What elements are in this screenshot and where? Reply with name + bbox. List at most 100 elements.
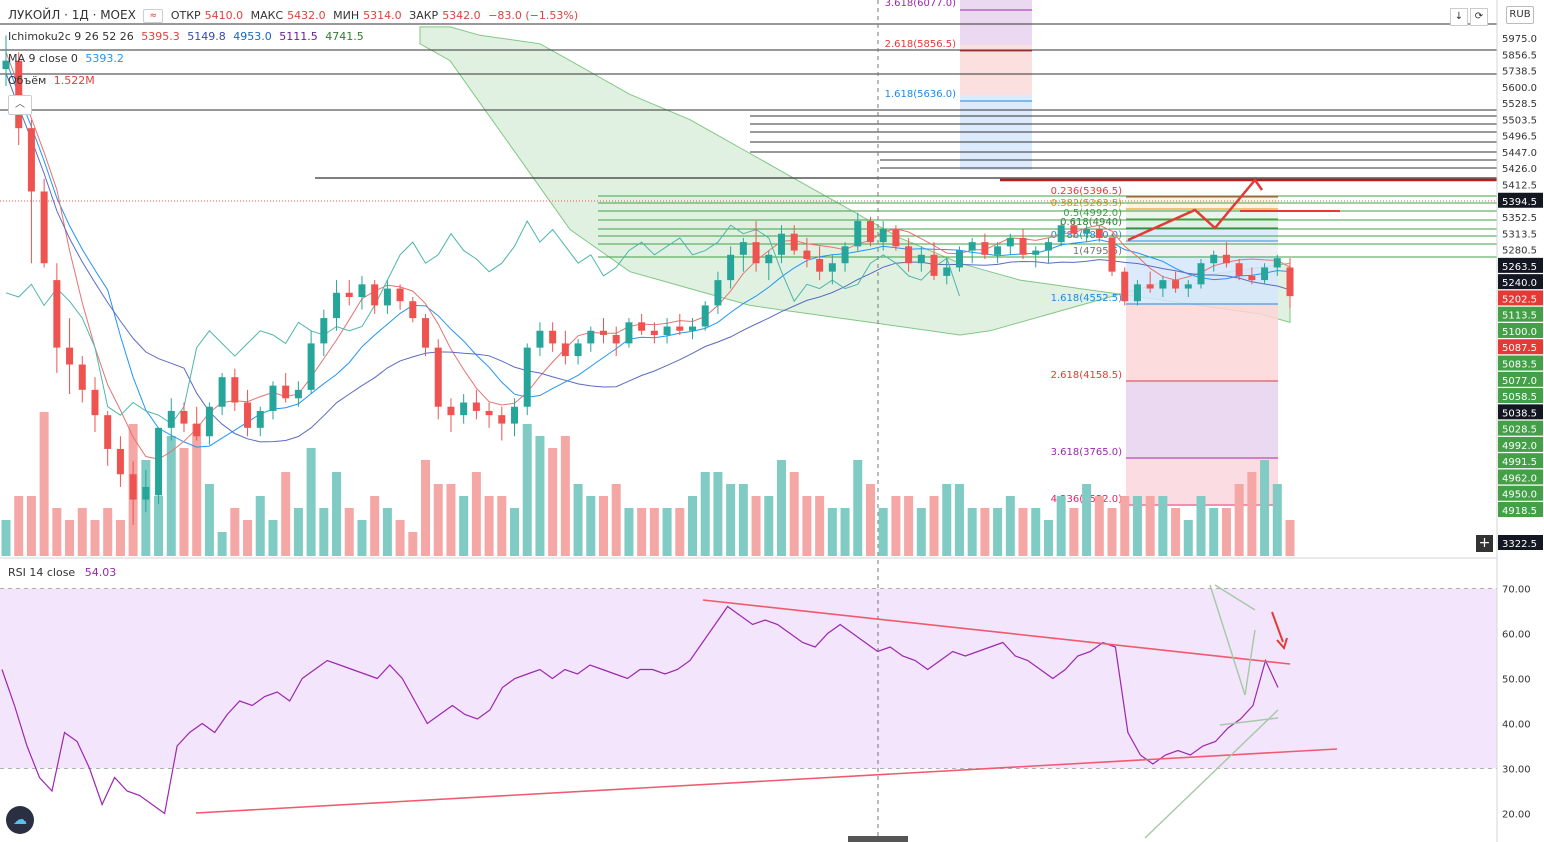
- candle-body: [333, 292, 341, 319]
- volume-legend[interactable]: Объём 1.522M: [8, 74, 99, 87]
- zigzag-pattern: [1127, 177, 1264, 242]
- tradingview-logo-icon[interactable]: ☁: [6, 806, 34, 834]
- price-label-highlight: [1498, 339, 1543, 355]
- volume-bar: [713, 472, 723, 556]
- volume-bar: [293, 508, 303, 556]
- volume-bar: [332, 472, 342, 556]
- volume-bar: [1069, 508, 1079, 556]
- volume-bar: [1018, 508, 1028, 556]
- price-axis-label: 5263.5: [1502, 262, 1537, 273]
- rsi-axis-label: 20.00: [1502, 810, 1531, 821]
- volume-bar: [52, 508, 62, 556]
- chevron-up-icon: ︿: [15, 99, 25, 110]
- lagging-span-line: [5, 219, 960, 425]
- volume-bar: [90, 520, 100, 556]
- volume-bar: [1158, 496, 1168, 556]
- candle-body: [905, 246, 913, 264]
- volume-bar: [192, 424, 202, 556]
- add-crosshair-button[interactable]: +: [1476, 535, 1493, 552]
- ichimoku-legend[interactable]: Ichimoku2c 9 26 52 26 5395.3 5149.8 4953…: [8, 30, 368, 43]
- candle-body: [1146, 284, 1154, 289]
- price-label-highlight: [1498, 355, 1543, 371]
- candle-body: [1070, 225, 1078, 234]
- volume-bar: [1120, 496, 1130, 556]
- price-axis-label: 5528.5: [1502, 99, 1537, 110]
- volume-bar: [1272, 484, 1282, 556]
- volume-bar: [421, 460, 431, 556]
- price-axis-label: 5113.5: [1502, 311, 1537, 322]
- volume-bar: [535, 436, 545, 556]
- candle-body: [294, 389, 302, 399]
- volume-bar: [446, 484, 456, 556]
- rsi-channel-line: [1244, 629, 1256, 696]
- volume-bar: [573, 484, 583, 556]
- candle-body: [612, 334, 620, 344]
- fib-lower-label: 2.618(4158.5): [1051, 370, 1123, 381]
- price-axis-label: 5447.0: [1502, 148, 1537, 159]
- candle-body: [625, 322, 633, 344]
- ma-legend[interactable]: MA 9 close 0 5393.2: [8, 52, 128, 65]
- candle-body: [396, 288, 404, 302]
- rsi-axis-label: 40.00: [1502, 720, 1531, 731]
- price-label-highlight: [1498, 371, 1543, 387]
- price-axis-label: 5280.5: [1502, 246, 1537, 257]
- rsi-value: 54.03: [84, 566, 117, 579]
- volume-bar: [484, 496, 494, 556]
- volume-bar: [230, 508, 240, 556]
- candle-body: [854, 221, 862, 247]
- volume-bar: [497, 496, 507, 556]
- volume-bar: [1247, 472, 1257, 556]
- candle-body: [765, 254, 773, 264]
- candle-body: [587, 330, 595, 344]
- legend-header: ЛУКОЙЛ · 1Д · MOEX ≈ ОТКР 5410.0 МАКС 5432…: [8, 8, 586, 23]
- fib-lower-zone: [1126, 227, 1278, 240]
- candle-body: [78, 364, 86, 390]
- price-axis-label: 5975.0: [1502, 34, 1537, 45]
- candle-body: [917, 254, 925, 264]
- price-axis-label: 4991.5: [1502, 457, 1537, 468]
- candle-body: [701, 305, 709, 327]
- price-axis-label: 4962.0: [1502, 473, 1537, 484]
- volume-bar: [662, 508, 672, 556]
- low-label: МИН: [333, 9, 360, 22]
- candle-body: [790, 233, 798, 251]
- volume-bar: [1145, 496, 1155, 556]
- candle-body: [269, 385, 277, 411]
- fib-lower-label: 0.618(4940): [1060, 217, 1122, 228]
- candle-body: [714, 280, 722, 306]
- currency-button[interactable]: RUB: [1506, 6, 1534, 24]
- volume-bar: [980, 508, 990, 556]
- price-label-highlight: [1498, 322, 1543, 338]
- candle-body: [1057, 225, 1065, 243]
- candle-body: [511, 406, 519, 424]
- rsi-legend[interactable]: RSI 14 close 54.03: [8, 566, 116, 579]
- volume-bar: [853, 460, 863, 556]
- volume-bar: [255, 496, 265, 556]
- price-axis-label: 4992.0: [1502, 441, 1537, 452]
- ichimoku-lagging: 4953.0: [233, 30, 272, 43]
- volume-bar: [217, 532, 227, 556]
- candle-body: [943, 267, 951, 276]
- volume-bar: [382, 508, 392, 556]
- rsi-channel-line: [1209, 584, 1246, 696]
- price-axis-label: 5600.0: [1502, 83, 1537, 94]
- volume-bar: [586, 496, 596, 556]
- volume-bar: [306, 448, 316, 556]
- collapse-legend-button[interactable]: ︿: [8, 95, 32, 115]
- volume-bar: [204, 484, 214, 556]
- candle-body: [66, 347, 74, 365]
- fib-lower-zone: [1126, 303, 1278, 380]
- price-label-highlight: [1498, 192, 1543, 208]
- arrow-down-icon[interactable]: ↓: [1450, 8, 1468, 26]
- volume-bar: [764, 496, 774, 556]
- candle-body: [409, 301, 417, 319]
- compare-icon[interactable]: ≈: [143, 9, 164, 23]
- scroll-to-latest-icon[interactable]: ⟳: [1470, 8, 1488, 26]
- candle-body: [1222, 254, 1230, 264]
- price-label-highlight: [1498, 485, 1543, 501]
- fib-lower-label: 1(4795.5): [1073, 246, 1122, 257]
- candle-body: [104, 415, 112, 449]
- fib-lower-label: 0.236(5396.5): [1051, 186, 1123, 197]
- change-value: −83.0 (−1.53%): [488, 9, 579, 22]
